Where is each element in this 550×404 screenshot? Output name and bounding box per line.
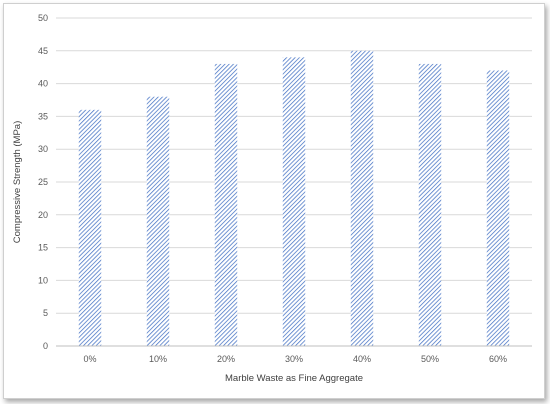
bar-60pct: [486, 70, 510, 346]
bar-20pct: [214, 63, 238, 347]
x-tick-label: 10%: [149, 354, 167, 364]
y-tick-label: 25: [38, 177, 48, 187]
y-tick-label: 10: [38, 275, 48, 285]
x-tick-label: 60%: [489, 354, 507, 364]
gridlines: [56, 17, 532, 314]
bar-30pct: [282, 57, 306, 347]
y-tick-label: 45: [38, 46, 48, 56]
x-tick-label: 0%: [83, 354, 96, 364]
y-axis-ticks: 0 5 10 15 20 25 30 35 40 45 50: [38, 13, 48, 351]
x-tick-label: 30%: [285, 354, 303, 364]
y-tick-label: 15: [38, 243, 48, 253]
x-axis-title: Marble Waste as Fine Aggregate: [225, 373, 363, 384]
x-tick-label: 20%: [217, 354, 235, 364]
y-tick-label: 20: [38, 210, 48, 220]
y-tick-label: 5: [43, 308, 48, 318]
y-tick-label: 35: [38, 111, 48, 121]
y-axis-title: Compressive Strength (MPa): [12, 121, 23, 243]
bar-10pct: [146, 96, 170, 346]
x-tick-label: 40%: [353, 354, 371, 364]
x-tick-label: 50%: [421, 354, 439, 364]
x-axis-ticks: 0% 10% 20% 30% 40% 50% 60%: [83, 354, 507, 364]
bar-0pct: [78, 109, 102, 346]
y-tick-label: 40: [38, 79, 48, 89]
bar-40pct: [350, 50, 374, 347]
y-tick-label: 50: [38, 13, 48, 23]
y-tick-label: 30: [38, 144, 48, 154]
bars: [78, 50, 510, 347]
bar-50pct: [418, 63, 442, 347]
y-tick-label: 0: [43, 341, 48, 351]
